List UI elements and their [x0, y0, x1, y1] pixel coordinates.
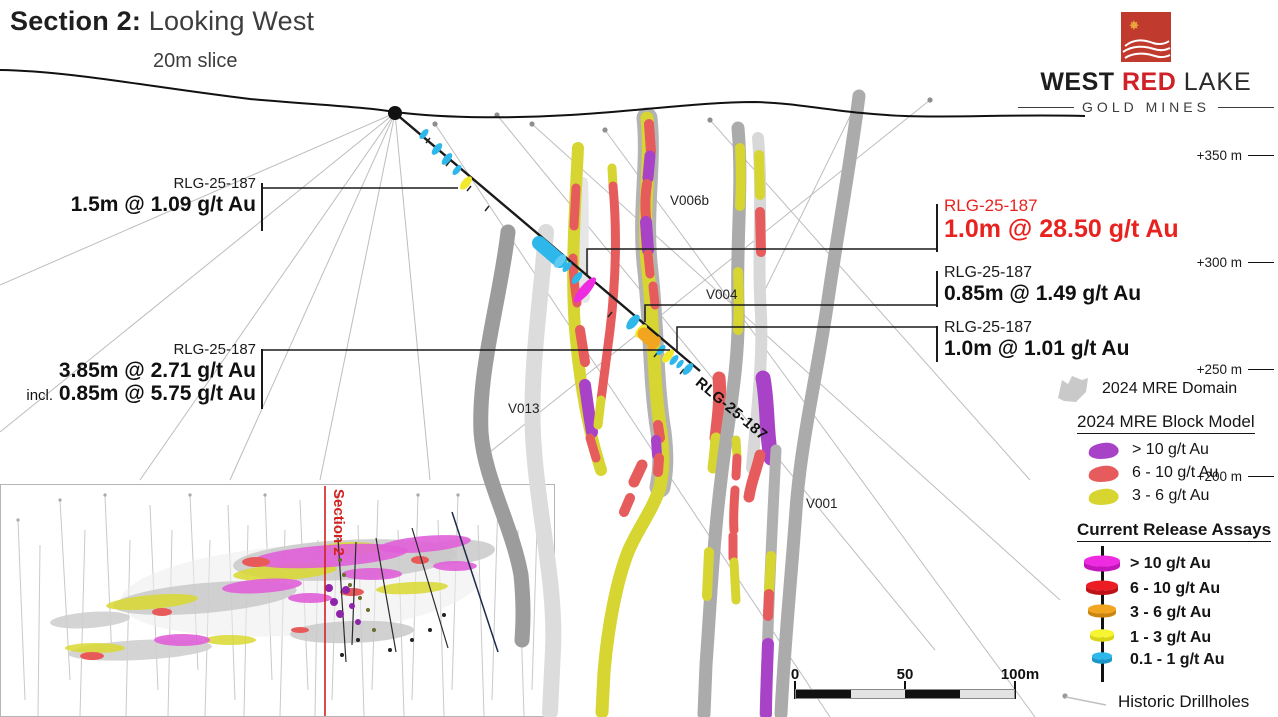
page-title-bold: Section 2: [10, 6, 142, 36]
scale-bar-segments [795, 689, 1015, 699]
company-logo: WEST RED LAKE GOLD MINES [1018, 10, 1274, 115]
tagline-rule-left [1018, 106, 1075, 108]
elevation-dash [1248, 369, 1274, 370]
assay-item-label: 3 - 6 g/t Au [1130, 604, 1212, 621]
leader-lines [262, 187, 937, 351]
logo-word-red: RED [1121, 68, 1177, 96]
vein-v013 [473, 224, 531, 648]
inset-assay-dots [325, 558, 446, 657]
hole-id: RLG-25-187 [944, 319, 1033, 336]
veins [473, 89, 866, 717]
elevation-dash [1248, 155, 1274, 156]
elevation-mark: +350 m [1196, 148, 1242, 163]
assay-disks [419, 129, 694, 375]
hole-id: RLG-25-187 [944, 264, 1033, 281]
assay-item-label: 0.1 - 1 g/t Au [1130, 651, 1225, 668]
intercept-included: incl. 0.85m @ 5.75 g/t Au [20, 382, 256, 405]
annotation-right-mid: RLG-25-187 0.85m @ 1.49 g/t Au [944, 264, 1141, 305]
hole-id: RLG-25-187 [944, 196, 1038, 215]
elevation-dash [1248, 476, 1274, 477]
annotation-bracket [936, 204, 938, 252]
scale-tick [904, 681, 906, 689]
annotation-left-bottom: RLG-25-187 3.85m @ 2.71 g/t Au incl. 0.8… [20, 341, 256, 405]
assay-disk-icon [1092, 652, 1112, 664]
block-model-blob-icon [1088, 488, 1119, 505]
mre-domain-label: 2024 MRE Domain [1102, 380, 1238, 397]
block-model-blob-icon [1088, 442, 1119, 459]
logo-mark-icon [1121, 12, 1171, 62]
annotation-left-top: RLG-25-187 1.5m @ 1.09 g/t Au [60, 175, 256, 216]
band-light-left [524, 224, 562, 717]
hole-id: RLG-25-187 [173, 341, 256, 358]
assays-title: Current Release Assays [1077, 520, 1272, 542]
annotation-bracket [936, 271, 938, 307]
assay-disk-icon [1090, 629, 1114, 642]
intercept-value: 3.85m @ 2.71 g/t Au [58, 358, 256, 382]
vein-label-v004: V004 [706, 287, 738, 302]
vein-label-v013: V013 [508, 401, 540, 416]
assay-item-label: > 10 g/t Au [1130, 555, 1211, 572]
intercept-value: 1.0m @ 28.50 g/t Au [944, 214, 1179, 243]
assay-disk-icon [1086, 580, 1118, 595]
intercept-value: 1.5m @ 1.09 g/t Au [70, 192, 256, 216]
surface-line [0, 69, 1086, 119]
assay-disk-icon [1084, 555, 1120, 572]
page-title: Section 2: Looking West [10, 6, 314, 37]
elevation-dash [1248, 262, 1274, 263]
inset-collar-dots [16, 493, 500, 522]
logo-tagline: GOLD MINES [1018, 99, 1274, 115]
hole-id: RLG-25-187 [173, 175, 256, 192]
vein-label-v001: V001 [806, 496, 838, 511]
incl-value: 0.85m @ 5.75 g/t Au [58, 381, 256, 405]
intercept-value: 1.0m @ 1.01 g/t Au [944, 336, 1130, 360]
annotation-right-low: RLG-25-187 1.0m @ 1.01 g/t Au [944, 319, 1129, 360]
scale-tick [1014, 681, 1016, 699]
inset-section-label: Section 2 [330, 489, 347, 556]
annotation-bracket [261, 183, 263, 231]
annotation-bracket [261, 349, 263, 409]
intercept-value: 0.85m @ 1.49 g/t Au [944, 281, 1142, 305]
scale-label-0: 0 [790, 666, 800, 683]
block-model-title: 2024 MRE Block Model [1077, 412, 1255, 434]
block-model-item-label: > 10 g/t Au [1132, 441, 1209, 458]
assay-item-label: 6 - 10 g/t Au [1130, 580, 1221, 597]
vein-label-v006b: V006b [670, 193, 710, 208]
drillhole-collar [388, 106, 402, 120]
block-model-item-label: 6 - 10 g/t Au [1132, 464, 1219, 481]
elevation-mark: +250 m [1196, 362, 1242, 377]
vein-v001 [774, 89, 866, 717]
elevation-mark: +200 m [1196, 469, 1242, 484]
tagline-rule-right [1217, 106, 1274, 108]
logo-word-lake: LAKE [1183, 68, 1252, 96]
drillhole-trace [388, 106, 701, 375]
assay-item-label: 1 - 3 g/t Au [1130, 629, 1212, 646]
mre-domain-icon [1058, 376, 1088, 402]
page-subtitle: 20m slice [153, 50, 238, 72]
historic-drillhole-icon [1062, 693, 1107, 706]
historic-drillholes-label: Historic Drillholes [1118, 692, 1250, 711]
block-model-item-label: 3 - 6 g/t Au [1132, 487, 1210, 504]
logo-word-west: WEST [1040, 68, 1115, 96]
annotation-bracket [936, 326, 938, 362]
incl-prefix: incl. [26, 386, 54, 404]
tagline-text: GOLD MINES [1082, 99, 1210, 115]
scale-label-100m: 100m [1000, 666, 1040, 683]
band-light-mid [578, 177, 590, 303]
elevation-mark: +300 m [1196, 255, 1242, 270]
historic-collar-dots [432, 97, 933, 133]
logo-wordmark: WEST RED LAKE [1018, 68, 1274, 97]
page-title-rest: Looking West [141, 6, 315, 36]
annotation-highlight: RLG-25-187 1.0m @ 28.50 g/t Au [944, 196, 1179, 243]
assay-disk-icon [1088, 604, 1116, 618]
scale-label-50: 50 [896, 666, 914, 683]
inset-overview [0, 484, 555, 717]
block-model-blob-icon [1088, 465, 1119, 482]
